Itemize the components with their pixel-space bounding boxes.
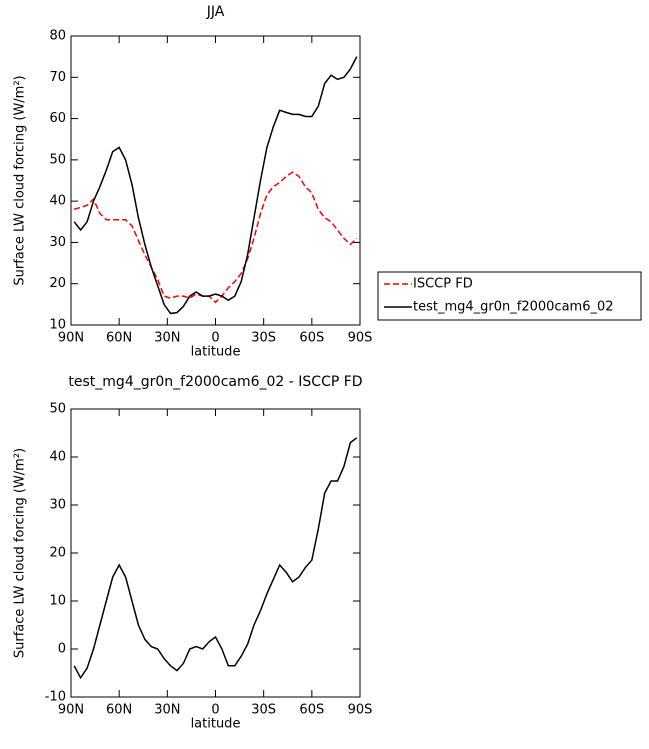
y-tick-label: -10 <box>45 690 66 705</box>
y-tick-label: 70 <box>49 70 66 85</box>
y-tick-label: 0 <box>58 642 66 657</box>
y-tick-label: 30 <box>49 498 66 513</box>
y-tick-label: 60 <box>49 111 66 126</box>
x-tick-label: 0 <box>211 331 219 346</box>
y-axis-label: Surface LW cloud forcing (W/m²) <box>13 448 28 658</box>
x-tick-label: 60S <box>299 703 324 718</box>
x-tick-label: 0 <box>211 703 219 718</box>
y-tick-label: 80 <box>49 29 66 44</box>
y-tick-label: 50 <box>49 152 66 167</box>
plot-frame <box>70 35 361 326</box>
x-tick-label: 30S <box>251 331 276 346</box>
legend-box <box>377 271 642 321</box>
y-tick-label: 40 <box>49 194 66 209</box>
legend-label: ISCCP FD <box>413 277 473 292</box>
y-tick-label: 10 <box>49 318 66 333</box>
data-line <box>73 437 358 680</box>
x-tick-label: 30S <box>251 703 276 718</box>
x-tick-label: 60N <box>106 331 132 346</box>
data-line <box>73 171 358 304</box>
y-tick-label: 20 <box>49 276 66 291</box>
x-tick-label: 30N <box>154 331 180 346</box>
legend-label: test_mg4_gr0n_f2000cam6_02 <box>413 300 614 315</box>
x-tick-label: 60N <box>106 703 132 718</box>
y-tick-label: 30 <box>49 235 66 250</box>
x-axis-label: latitude <box>191 717 241 732</box>
data-line <box>73 56 358 315</box>
y-axis-label: Surface LW cloud forcing (W/m²) <box>13 75 28 285</box>
x-tick-label: 90N <box>58 331 84 346</box>
x-tick-label: 90S <box>348 331 373 346</box>
chart-title: JJA <box>206 4 225 20</box>
x-axis-label: latitude <box>191 345 241 360</box>
plot-frame <box>70 408 361 698</box>
x-tick-label: 90S <box>348 703 373 718</box>
y-tick-label: 50 <box>49 402 66 417</box>
x-tick-label: 60S <box>299 331 324 346</box>
y-tick-label: 20 <box>49 546 66 561</box>
y-tick-label: 10 <box>49 594 66 609</box>
chart-title: test_mg4_gr0n_f2000cam6_02 - ISCCP FD <box>68 374 362 390</box>
x-tick-label: 90N <box>58 703 84 718</box>
y-tick-label: 40 <box>49 450 66 465</box>
x-tick-label: 30N <box>154 703 180 718</box>
